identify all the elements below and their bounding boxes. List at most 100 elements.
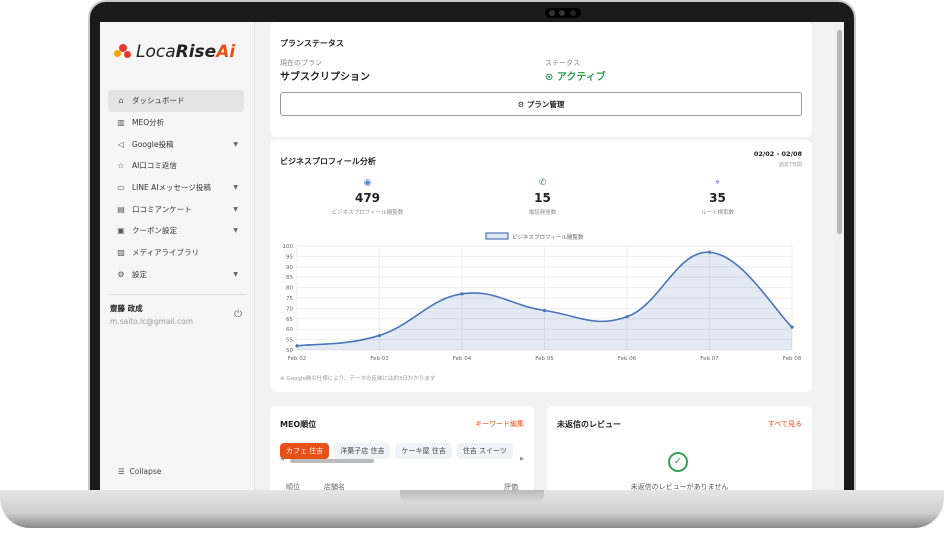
status-badge: ⊙ アクティブ bbox=[545, 72, 606, 83]
stat-label: ルート検索数 bbox=[700, 210, 734, 216]
y-tick-label: 75 bbox=[286, 296, 293, 302]
stat-label: ビジネスプロフィール閲覧数 bbox=[331, 210, 404, 216]
card-title: ビジネスプロフィール分析 bbox=[280, 157, 376, 166]
x-tick-label: Feb 06 bbox=[618, 356, 637, 362]
series-area bbox=[297, 252, 792, 350]
map-pin-icon: ⌖ bbox=[714, 178, 721, 188]
keyword-edit-link[interactable]: キーワード編集 bbox=[475, 420, 524, 428]
y-tick-label: 70 bbox=[286, 306, 293, 312]
chevron-down-icon: ▼ bbox=[233, 270, 238, 278]
logo-mark-icon bbox=[114, 44, 132, 60]
unreplied-reviews-card: 未返信のレビュー すべて見る ✓ 未返信のレビューがありません bbox=[547, 406, 812, 490]
legend-label: ビジネスプロフィール閲覧数 bbox=[512, 233, 584, 241]
meo-rank-card: MEO順位 キーワード編集 カフェ 住吉 洋菓子店 住吉 ケーキ屋 住吉 住吉 スイー… bbox=[270, 406, 534, 490]
data-point bbox=[295, 344, 299, 348]
scrollbar[interactable] bbox=[835, 22, 844, 490]
x-tick-label: Feb 02 bbox=[288, 356, 307, 362]
sidebar-item-label: AI口コミ返信 bbox=[132, 161, 177, 171]
stat-label: 電話発信数 bbox=[528, 210, 557, 216]
y-tick-label: 50 bbox=[286, 348, 293, 354]
sidebar-item-label: LINE AIメッセージ投稿 bbox=[132, 183, 211, 193]
check-circle-icon: ⊙ bbox=[545, 72, 554, 83]
chevron-down-icon: ▼ bbox=[233, 140, 238, 148]
sidebar-item-label: MEO分析 bbox=[132, 118, 165, 128]
plan-status-card: プランステータス 現在のプラン サブスクリプション ステータス ⊙ アクティブ … bbox=[270, 22, 812, 137]
view-all-link[interactable]: すべて見る bbox=[767, 420, 802, 428]
stat-0: ◉ 479 ビジネスプロフィール閲覧数 bbox=[280, 178, 455, 216]
sidebar-item-6[interactable]: ▣ クーポン設定 ▼ bbox=[108, 220, 244, 242]
user-email: m.saito.lc@gmail.com bbox=[110, 317, 193, 326]
sidebar-item-label: ダッシュボード bbox=[132, 96, 185, 106]
data-point bbox=[542, 308, 547, 313]
user-info: 齋藤 政成 m.saito.lc@gmail.com ⏻ bbox=[110, 294, 246, 326]
x-tick-label: Feb 03 bbox=[370, 356, 389, 362]
keyword-chip[interactable]: 住吉 スイーツ bbox=[456, 443, 513, 459]
y-tick-label: 90 bbox=[286, 265, 293, 271]
image-icon: ▨ bbox=[117, 248, 125, 258]
current-plan-value: サブスクリプション bbox=[280, 72, 370, 83]
keyword-chip[interactable]: カフェ 住吉 bbox=[280, 443, 330, 459]
keyword-chips: カフェ 住吉 洋菓子店 住吉 ケーキ屋 住吉 住吉 スイーツ bbox=[280, 438, 518, 459]
data-point bbox=[377, 333, 382, 338]
gear-icon: ⚙ bbox=[517, 99, 525, 109]
current-plan-label: 現在のプラン bbox=[280, 59, 322, 67]
legend-swatch bbox=[485, 232, 509, 240]
stat-value: 479 bbox=[354, 191, 381, 205]
sidebar-item-label: 口コミアンケート bbox=[132, 204, 192, 214]
x-tick-label: Feb 08 bbox=[783, 356, 802, 362]
card-title: MEO順位 bbox=[280, 420, 317, 429]
screen: LocaRiseAi ⌂ ダッシュボード ▥ MEO分析 ◁ Google投稿 ▼ ☆ AI口コ… bbox=[100, 22, 844, 490]
gear-icon: ⚙ bbox=[117, 269, 125, 279]
y-tick-label: 80 bbox=[286, 286, 293, 292]
collapse-button[interactable]: ☰ Collapse bbox=[118, 467, 162, 476]
column-store: 店舗名 bbox=[324, 483, 345, 490]
sidebar-item-7[interactable]: ▨ メディアライブラリ bbox=[108, 242, 244, 264]
sidebar-item-2[interactable]: ◁ Google投稿 ▼ bbox=[108, 133, 244, 155]
y-tick-label: 100 bbox=[283, 244, 294, 250]
empty-message: 未返信のレビューがありません bbox=[630, 483, 729, 490]
data-point bbox=[625, 315, 629, 319]
keyword-chip[interactable]: ケーキ屋 住吉 bbox=[395, 443, 452, 459]
logo: LocaRiseAi bbox=[114, 42, 235, 62]
sidebar-item-5[interactable]: ▤ 口コミアンケート ▼ bbox=[108, 198, 244, 220]
laptop-notch bbox=[400, 490, 544, 504]
y-tick-label: 85 bbox=[286, 275, 293, 281]
camera-icon bbox=[545, 8, 581, 18]
sidebar-item-label: メディアライブラリ bbox=[132, 248, 199, 258]
column-rank: 順位 bbox=[286, 483, 300, 490]
chevron-down-icon: ▼ bbox=[233, 205, 238, 213]
user-name: 齋藤 政成 bbox=[110, 304, 143, 313]
data-point bbox=[790, 325, 794, 329]
x-tick-label: Feb 05 bbox=[535, 356, 554, 362]
sidebar-item-8[interactable]: ⚙ 設定 ▼ bbox=[108, 264, 244, 286]
y-tick-label: 95 bbox=[286, 254, 293, 260]
y-tick-label: 65 bbox=[286, 317, 293, 323]
survey-icon: ▤ bbox=[117, 204, 125, 214]
status-label: ステータス bbox=[545, 59, 580, 67]
chevron-down-icon: ▼ bbox=[233, 227, 238, 235]
sidebar-item-label: Google投稿 bbox=[132, 139, 174, 149]
phone-icon: ✆ bbox=[538, 178, 547, 188]
eye-icon: ◉ bbox=[363, 178, 372, 188]
keyword-chip[interactable]: 洋菓子店 住吉 bbox=[334, 443, 391, 459]
plan-manage-button[interactable]: ⚙ プラン管理 bbox=[280, 92, 802, 116]
sidebar-item-3[interactable]: ☆ AI口コミ返信 bbox=[108, 155, 244, 177]
check-badge-icon: ✓ bbox=[668, 452, 688, 472]
chat-icon: ▭ bbox=[117, 183, 125, 193]
data-point bbox=[707, 250, 712, 254]
sidebar-item-0[interactable]: ⌂ ダッシュボード bbox=[108, 90, 244, 112]
views-chart: 50 55 60 65 70 75 80 85 90 95 100 Feb 02 Feb 03 Feb 0… bbox=[283, 232, 802, 362]
y-tick-label: 55 bbox=[286, 338, 293, 344]
column-rating: 評価 bbox=[504, 483, 518, 490]
home-icon: ⌂ bbox=[118, 96, 124, 106]
sidebar-item-label: クーポン設定 bbox=[132, 226, 177, 236]
chevron-down-icon: ▼ bbox=[233, 184, 238, 192]
logout-icon[interactable]: ⏻ bbox=[234, 309, 242, 320]
x-tick-label: Feb 04 bbox=[453, 356, 472, 362]
sidebar-item-4[interactable]: ▭ LINE AIメッセージ投稿 ▼ bbox=[108, 177, 244, 199]
coupon-icon: ▣ bbox=[117, 226, 125, 236]
date-range: 02/02 - 02/08 過去7日間 bbox=[753, 150, 802, 168]
card-title: プランステータス bbox=[280, 39, 344, 48]
chips-scrollbar[interactable]: ◀ ▶ bbox=[280, 456, 524, 463]
sidebar-item-1[interactable]: ▥ MEO分析 bbox=[108, 112, 244, 134]
